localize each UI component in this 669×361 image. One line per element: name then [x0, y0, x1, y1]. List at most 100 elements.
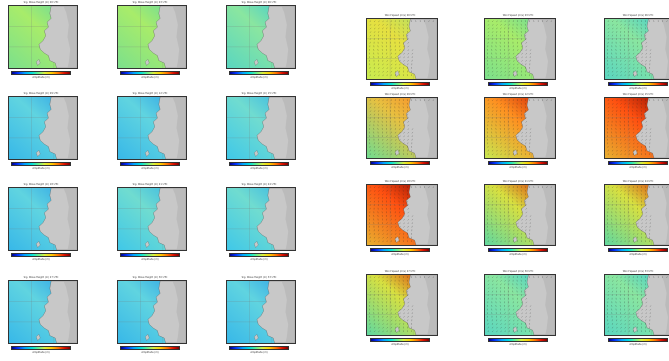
map-image — [8, 280, 78, 344]
panel-title: Wind Speed (m/s) 33 UTC — [622, 270, 654, 273]
colorbar-label: Amplitude (m) — [250, 167, 268, 170]
map-image — [226, 96, 296, 160]
panel-title: Sig. Wave Height (m) 18 UTC — [23, 183, 59, 186]
left-map-panel: Sig. Wave Height (m) 15 UTC Amplitude (m… — [222, 92, 296, 170]
left-map-panel: Sig. Wave Height (m) 18 UTC Amplitude (m… — [4, 183, 78, 261]
colorbar — [487, 248, 549, 252]
colorbar-label: Amplitude (m) — [250, 258, 268, 261]
map-image — [8, 96, 78, 160]
colorbar-label: Amplitude (m) — [391, 87, 409, 90]
left-map-panel: Sig. Wave Height (m) 00 UTC Amplitude (m… — [4, 1, 78, 79]
colorbar — [369, 338, 431, 342]
colorbar-label: Amplitude (m) — [32, 351, 50, 354]
colorbar — [11, 162, 71, 166]
colorbar-label: Amplitude (m) — [250, 76, 268, 79]
right-map-panel: Wind Speed (m/s) 30 UTC Amplitude (m) — [480, 270, 556, 350]
panel-title: Sig. Wave Height (m) 24 UTC — [241, 183, 277, 186]
colorbar-label: Amplitude (m) — [629, 166, 647, 169]
colorbar-label: Amplitude (m) — [629, 253, 647, 256]
panel-title: Wind Speed (m/s) 12 UTC — [502, 93, 534, 96]
panel-title: Wind Speed (m/s) 27 UTC — [384, 270, 416, 273]
left-map-panel: Sig. Wave Height (m) 09 UTC Amplitude (m… — [4, 92, 78, 170]
map-image — [117, 5, 187, 69]
panel-title: Wind Speed (m/s) 21 UTC — [502, 180, 534, 183]
right-map-panel: Wind Speed (m/s) 12 UTC Amplitude (m) — [480, 93, 556, 173]
map-image — [484, 18, 556, 80]
colorbar — [120, 71, 180, 75]
colorbar-label: Amplitude (m) — [141, 76, 159, 79]
left-map-panel: Sig. Wave Height (m) 24 UTC Amplitude (m… — [222, 183, 296, 261]
left-map-panel: Sig. Wave Height (m) 33 UTC Amplitude (m… — [222, 276, 296, 354]
colorbar — [229, 162, 289, 166]
panel-title: Sig. Wave Height (m) 21 UTC — [132, 183, 168, 186]
map-image — [226, 5, 296, 69]
map-image — [366, 97, 438, 159]
left-map-panel: Sig. Wave Height (m) 03 UTC Amplitude (m… — [113, 1, 187, 79]
map-image — [117, 96, 187, 160]
colorbar-label: Amplitude (m) — [141, 351, 159, 354]
colorbar — [369, 161, 431, 165]
map-image — [226, 280, 296, 344]
colorbar — [11, 346, 71, 350]
colorbar — [120, 162, 180, 166]
colorbar — [369, 82, 431, 86]
colorbar-label: Amplitude (m) — [391, 166, 409, 169]
map-image — [366, 184, 438, 246]
colorbar-label: Amplitude (m) — [32, 258, 50, 261]
right-map-panel: Wind Speed (m/s) 21 UTC Amplitude (m) — [480, 180, 556, 260]
panel-title: Wind Speed (m/s) 24 UTC — [622, 180, 654, 183]
colorbar-label: Amplitude (m) — [32, 167, 50, 170]
colorbar-label: Amplitude (m) — [391, 253, 409, 256]
right-map-panel: Wind Speed (m/s) 18 UTC Amplitude (m) — [362, 180, 438, 260]
right-map-panel: Wind Speed (m/s) 33 UTC Amplitude (m) — [600, 270, 669, 350]
colorbar-label: Amplitude (m) — [629, 343, 647, 346]
colorbar-label: Amplitude (m) — [509, 343, 527, 346]
panel-title: Wind Speed (m/s) 09 UTC — [384, 93, 416, 96]
colorbar — [487, 82, 549, 86]
colorbar-label: Amplitude (m) — [509, 87, 527, 90]
left-map-panel: Sig. Wave Height (m) 12 UTC Amplitude (m… — [113, 92, 187, 170]
panel-title: Wind Speed (m/s) 06 UTC — [622, 14, 654, 17]
colorbar-label: Amplitude (m) — [32, 76, 50, 79]
panel-title: Sig. Wave Height (m) 00 UTC — [23, 1, 59, 4]
map-image — [484, 274, 556, 336]
colorbar — [487, 161, 549, 165]
map-image — [117, 280, 187, 344]
map-image — [604, 274, 669, 336]
colorbar-label: Amplitude (m) — [629, 87, 647, 90]
colorbar — [11, 71, 71, 75]
panel-title: Sig. Wave Height (m) 06 UTC — [241, 1, 277, 4]
panel-title: Sig. Wave Height (m) 12 UTC — [132, 92, 168, 95]
colorbar-label: Amplitude (m) — [141, 258, 159, 261]
colorbar — [607, 338, 669, 342]
panel-title: Sig. Wave Height (m) 27 UTC — [23, 276, 59, 279]
colorbar — [487, 338, 549, 342]
panel-title: Wind Speed (m/s) 18 UTC — [384, 180, 416, 183]
map-image — [604, 18, 669, 80]
colorbar — [229, 71, 289, 75]
panel-title: Wind Speed (m/s) 30 UTC — [502, 270, 534, 273]
colorbar — [229, 253, 289, 257]
left-map-panel: Sig. Wave Height (m) 30 UTC Amplitude (m… — [113, 276, 187, 354]
map-image — [604, 184, 669, 246]
right-map-panel: Wind Speed (m/s) 27 UTC Amplitude (m) — [362, 270, 438, 350]
left-map-panel: Sig. Wave Height (m) 21 UTC Amplitude (m… — [113, 183, 187, 261]
colorbar-label: Amplitude (m) — [391, 343, 409, 346]
map-image — [604, 97, 669, 159]
left-map-panel: Sig. Wave Height (m) 06 UTC Amplitude (m… — [222, 1, 296, 79]
right-map-panel: Wind Speed (m/s) 00 UTC Amplitude (m) — [362, 14, 438, 94]
map-image — [484, 97, 556, 159]
panel-title: Sig. Wave Height (m) 30 UTC — [132, 276, 168, 279]
panel-title: Sig. Wave Height (m) 15 UTC — [241, 92, 277, 95]
colorbar-label: Amplitude (m) — [509, 253, 527, 256]
right-map-panel: Wind Speed (m/s) 15 UTC Amplitude (m) — [600, 93, 669, 173]
colorbar — [607, 161, 669, 165]
map-image — [226, 187, 296, 251]
colorbar — [229, 346, 289, 350]
colorbar — [607, 82, 669, 86]
map-image — [117, 187, 187, 251]
colorbar — [607, 248, 669, 252]
left-map-panel: Sig. Wave Height (m) 27 UTC Amplitude (m… — [4, 276, 78, 354]
colorbar-label: Amplitude (m) — [141, 167, 159, 170]
map-image — [8, 5, 78, 69]
